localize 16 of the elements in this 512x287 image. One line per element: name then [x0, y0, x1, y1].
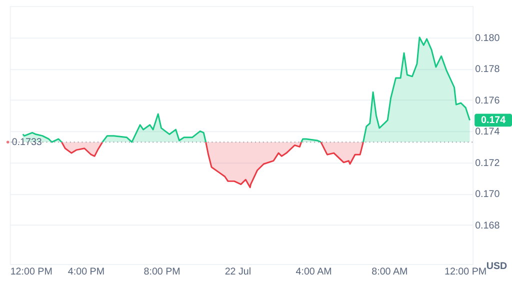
ref-line-label: 0.1733	[12, 137, 42, 148]
y-tick-label: 0.178	[475, 64, 500, 76]
y-tick-label: 0.168	[475, 220, 500, 232]
x-tick-label: 12:00 PM	[10, 266, 52, 278]
y-tick-label: 0.172	[475, 158, 500, 169]
x-tick-label: 8:00 PM	[144, 266, 180, 278]
y-tick-label: 0.174	[475, 126, 500, 138]
y-tick-label: 0.176	[475, 95, 500, 106]
x-tick-label: 4:00 AM	[296, 266, 332, 278]
y-tick-label: 0.180	[475, 32, 500, 44]
y-axis-title: USD	[486, 260, 508, 272]
x-tick-label: 8:00 AM	[372, 266, 408, 278]
x-tick-label: 12:00 PM	[444, 266, 487, 278]
x-tick-label: 22 Jul	[224, 266, 252, 278]
y-tick-label: 0.170	[475, 189, 500, 200]
x-tick-label: 4:00 PM	[68, 266, 105, 278]
